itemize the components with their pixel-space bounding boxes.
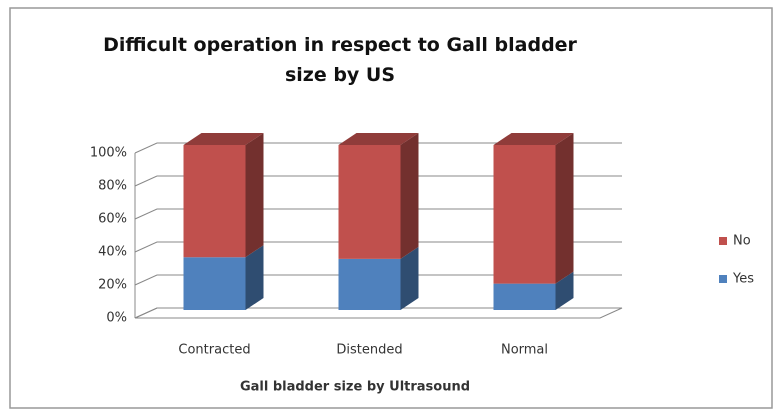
- grid-line: [134, 208, 622, 220]
- y-tick-label: 40%: [98, 245, 127, 260]
- bar-face: [338, 133, 419, 145]
- grid-line: [134, 175, 622, 187]
- legend-label: Yes: [732, 272, 754, 287]
- grid-line: [134, 274, 622, 286]
- bar-face: [555, 271, 574, 310]
- bar-face: [245, 245, 264, 310]
- bar-segment: [183, 133, 264, 258]
- legend-label: No: [733, 234, 751, 249]
- bar-face: [338, 145, 401, 259]
- bar-face: [493, 133, 574, 145]
- legend-swatch: [719, 275, 727, 283]
- x-axis-label: Gall bladder size by Ultrasound: [240, 380, 470, 395]
- y-tick-label: 60%: [98, 212, 127, 227]
- bar-face: [183, 145, 246, 258]
- y-tick-label: 80%: [98, 179, 127, 194]
- x-tick-label: Normal: [501, 343, 548, 358]
- bar-face: [245, 133, 264, 258]
- x-tick-label: Distended: [336, 343, 402, 358]
- x-tick-label: Contracted: [178, 343, 250, 358]
- bar-segment: [493, 271, 574, 310]
- bar-face: [493, 283, 556, 310]
- bar-segment: [493, 133, 574, 284]
- y-tick-label: 0%: [106, 311, 127, 326]
- y-tick-label: 20%: [98, 278, 127, 293]
- bar-face: [400, 133, 419, 259]
- grid-line: [134, 241, 622, 253]
- bar-segment: [183, 245, 264, 310]
- bar-segment: [338, 133, 419, 259]
- bar-segment: [338, 246, 419, 310]
- bar-face: [555, 133, 574, 284]
- bar-face: [338, 258, 401, 310]
- grid-line: [134, 142, 622, 154]
- y-tick-label: 100%: [90, 146, 127, 161]
- bar-face: [183, 257, 246, 310]
- bar-face: [183, 133, 264, 145]
- bar-face: [400, 246, 419, 310]
- legend-swatch: [719, 237, 727, 245]
- grid-line: [134, 307, 622, 319]
- bar-face: [493, 145, 556, 284]
- chart-title: Difficult operation in respect to Gall b…: [103, 34, 577, 86]
